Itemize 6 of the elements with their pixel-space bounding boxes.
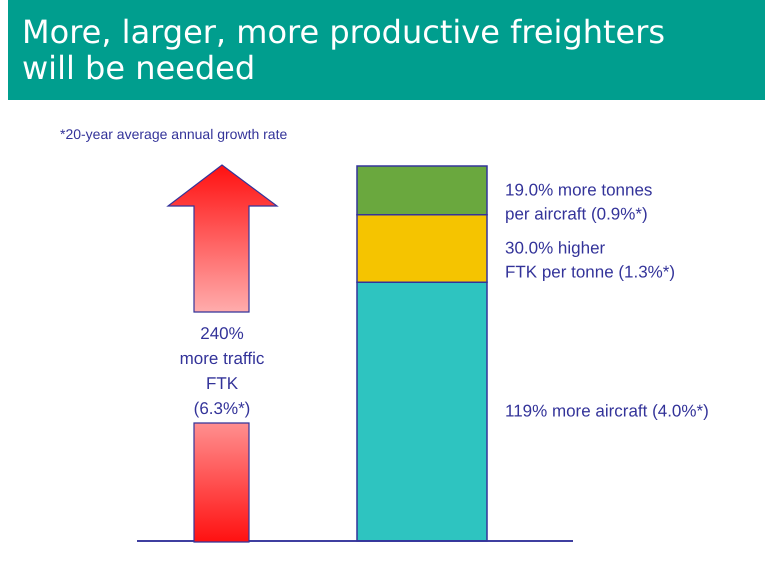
- text: 240% more traffic FTK (6.3%*): [180, 324, 265, 418]
- series-label: 19.0% more tonnes per aircraft (0.9%*): [505, 180, 652, 224]
- series-label: 119% more aircraft (4.0%*): [505, 402, 709, 421]
- series-label: 30.0% higher FTK per tonne (1.3%*): [505, 238, 676, 282]
- chart-title: More, larger, more productive freighters will be needed: [8, 0, 765, 100]
- text: *20-year average annual growth rate: [60, 126, 288, 142]
